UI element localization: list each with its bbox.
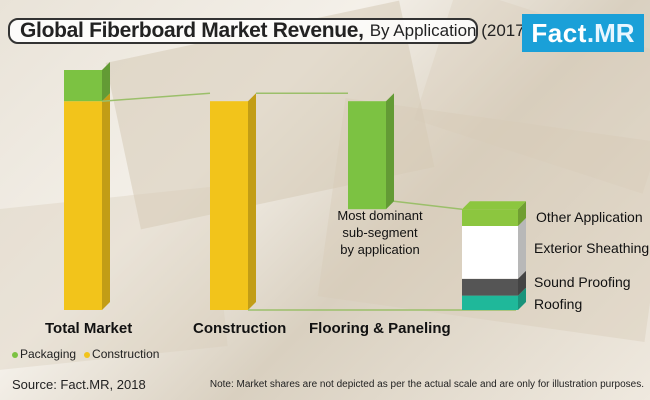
factmr-logo: Fact .MR — [522, 14, 644, 52]
legend-dot-construction — [84, 351, 91, 358]
title-box: Global Fiberboard Market Revenue, By App… — [8, 18, 530, 44]
stack-label-other-application: Other Application — [536, 209, 643, 225]
annotation-dominant-subsegment: Most dominant sub-segment by application — [325, 207, 435, 258]
legend: Packaging Construction — [12, 347, 159, 361]
stack-label-exterior-sheathing: Exterior Sheathing — [534, 240, 650, 256]
bar-total-packaging-front — [64, 70, 102, 102]
logo-accent: .MR — [586, 17, 635, 48]
logo-text: Fact — [531, 17, 587, 48]
bar-total-construction-front — [64, 101, 102, 310]
bar-flooring-paneling-front — [348, 101, 386, 210]
stack-other-application-front — [462, 209, 518, 226]
bar-construction-front — [210, 101, 248, 310]
stack-roofing-side — [518, 287, 526, 310]
stack-label-roofing: Roofing — [534, 296, 583, 312]
stack-exterior-sheathing-front — [462, 226, 518, 279]
chart-title: Global Fiberboard Market Revenue, — [20, 19, 364, 42]
stack-sound-proofing-front — [462, 278, 518, 296]
category-label-construction: Construction — [193, 320, 287, 337]
stack-roofing-front — [462, 295, 518, 310]
connector-flooring-stack — [393, 200, 463, 210]
annotation-line-1: Most dominant — [337, 208, 423, 223]
stack-exterior-sheathing-side — [518, 218, 526, 279]
stack-sound-proofing-side — [518, 270, 526, 296]
source-text: Source: Fact.MR, 2018 — [12, 377, 146, 392]
bar-total-construction-side — [102, 93, 110, 310]
category-label-flooring-paneling: Flooring & Paneling — [309, 320, 451, 337]
annotation-line-3: by application — [340, 242, 420, 257]
legend-item-packaging: Packaging — [12, 347, 76, 361]
stack-top-cap — [462, 201, 526, 210]
footnote: Note: Market shares are not depicted as … — [209, 379, 644, 390]
annotation-line-2: sub-segment — [342, 225, 418, 240]
chart-subtitle: By Application (2017) — [369, 21, 531, 40]
legend-dot-packaging — [12, 351, 18, 358]
bar-total-packaging-side — [102, 62, 110, 102]
stack-label-sound-proofing: Sound Proofing — [534, 274, 631, 290]
category-label-total-market: Total Market — [45, 320, 133, 337]
bar-flooring-paneling-side — [386, 93, 394, 210]
legend-item-construction: Construction — [84, 347, 159, 361]
legend-label-construction: Construction — [92, 347, 160, 361]
legend-label-packaging: Packaging — [20, 347, 77, 361]
bar-construction-side — [248, 93, 256, 310]
connector-total-construction — [101, 92, 211, 102]
stack-other-application-side — [518, 201, 526, 226]
